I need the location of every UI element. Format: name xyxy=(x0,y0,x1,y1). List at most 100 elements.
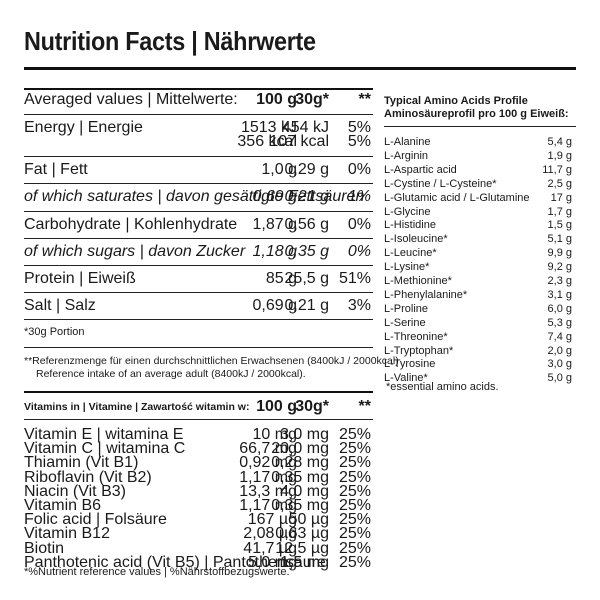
divider xyxy=(24,183,373,184)
list-item: L-Aspartic acid 11,7 g xyxy=(384,164,572,177)
row-value-100g: 0,69 g xyxy=(252,297,297,314)
vitamins-header-row: Vitamins in | Vitamine | Zawartość witam… xyxy=(24,398,373,415)
row-value-100g: 41,7 µg xyxy=(243,539,297,557)
amino-name: L-Threonine* xyxy=(384,330,448,343)
table-row: Panthotenic acid (Vit B5) | Pantothensäu… xyxy=(24,553,373,571)
row-value-ri: 5% xyxy=(347,119,371,136)
amino-value: 7,4 g xyxy=(547,330,572,343)
row-value-30g: 0,35 mg xyxy=(271,468,329,486)
row-label: Thiamin (Vit B1) xyxy=(24,454,139,472)
row-value-30g: 20,0 mg xyxy=(271,440,329,458)
reference-note-en: Reference intake of an average adult (84… xyxy=(36,368,306,380)
row-value-nrv: 25% xyxy=(338,454,371,472)
row-value-100g: 0,92 mg xyxy=(239,454,297,472)
table-row: Thiamin (Vit B1) 0,92 mg 0,28 mg 25% xyxy=(24,454,373,472)
amino-value: 2,3 g xyxy=(547,275,572,287)
row-value-nrv: 25% xyxy=(338,497,371,514)
list-item: L-Tyrosine 3,0 g xyxy=(384,358,572,371)
row-value-30g: 0,56 g xyxy=(284,216,329,233)
amino-name: L-Tyrosine xyxy=(384,358,436,371)
table-row: of which sugars | davon Zucker 1,18 g 0,… xyxy=(24,243,373,260)
table-row: Niacin (Vit B3) 13,3 mg 4,0 mg 25% xyxy=(24,482,373,500)
divider xyxy=(24,88,373,90)
list-item: L-Lysine* 9,2 g xyxy=(384,261,572,274)
row-value-nrv: 25% xyxy=(338,468,371,486)
header-col-30g: 30g* xyxy=(295,91,329,108)
amino-value: 5,0 g xyxy=(547,372,572,385)
row-value-30g: 107 kcal xyxy=(269,133,329,150)
table-row: 356 kcal 107 kcal 5% xyxy=(24,133,373,150)
vitamins-footnote: *%Nutrient reference values | %Nährstoff… xyxy=(24,566,290,578)
divider xyxy=(384,126,576,127)
amino-name: L-Arginin xyxy=(384,149,429,162)
row-label: Vitamin B12 xyxy=(24,525,110,543)
list-item: L-Phenylalanine* 3,1 g xyxy=(384,289,572,302)
table-row: Vitamin B6 1,17 mg 0,35 mg 25% xyxy=(24,497,373,514)
row-value-ri: 51% xyxy=(338,270,371,287)
row-value-ri: 0% xyxy=(347,216,371,233)
amino-name: L-Aspartic acid xyxy=(384,163,457,176)
divider xyxy=(24,156,373,157)
row-value-30g: 0,35 mg xyxy=(271,497,329,514)
row-value-30g: 0,63 µg xyxy=(275,525,329,543)
row-value-100g: 1,18 g xyxy=(252,243,297,260)
row-value-30g: 50 µg xyxy=(288,511,329,529)
amino-name: L-Methionine* xyxy=(384,275,452,287)
row-value-ri: 0% xyxy=(347,243,371,260)
amino-value: 1,9 g xyxy=(547,149,572,162)
amino-value: 5,4 g xyxy=(547,136,572,148)
row-value-30g: 454 kJ xyxy=(281,119,329,136)
row-label: Vitamin C | witamina C xyxy=(24,440,186,458)
table-row: Biotin 41,7 µg 12,5 µg 25% xyxy=(24,539,373,557)
row-label: Fat | Fett xyxy=(24,161,88,178)
list-item: L-Glutamic acid / L-Glutamine 17 g xyxy=(384,192,572,205)
row-value-30g: 4,0 mg xyxy=(280,482,329,500)
row-value-ri: 1% xyxy=(347,188,371,205)
row-label: Carbohydrate | Kohlenhydrate xyxy=(24,216,238,233)
amino-name: L-Alanine xyxy=(384,136,431,148)
amino-value: 5,3 g xyxy=(547,316,572,329)
amino-value: 1,7 g xyxy=(547,205,572,218)
title-divider xyxy=(24,67,576,70)
row-label: of which sugars | davon Zucker xyxy=(24,243,246,260)
row-value-nrv: 25% xyxy=(338,440,371,458)
amino-value: 5,1 g xyxy=(547,233,572,246)
list-item: L-Proline 6,0 g xyxy=(384,303,572,316)
table-row: Vitamin B12 2,08 µg 0,63 µg 25% xyxy=(24,525,373,543)
row-value-30g: 25,5 g xyxy=(284,270,329,287)
list-item: L-Histidine 1,5 g xyxy=(384,219,572,232)
row-label: Vitamin B6 xyxy=(24,497,102,514)
row-value-nrv: 25% xyxy=(338,426,371,443)
header-col-nrv: ** xyxy=(358,398,371,415)
amino-name: L-Lysine* xyxy=(384,261,430,274)
amino-name: L-Glycine xyxy=(384,205,431,218)
divider xyxy=(24,238,373,239)
divider xyxy=(24,265,373,266)
list-item: L-Arginin 1,9 g xyxy=(384,150,572,163)
row-label: Niacin (Vit B3) xyxy=(24,482,126,500)
row-label: Biotin xyxy=(24,539,65,557)
divider xyxy=(24,419,373,420)
row-value-nrv: 25% xyxy=(338,511,371,529)
header-col-100g: 100 g xyxy=(256,91,297,108)
row-value-nrv: 25% xyxy=(338,553,371,571)
amino-name: L-Histidine xyxy=(384,219,436,232)
amino-value: 11,7 g xyxy=(542,163,572,176)
row-value-30g: 1,5 mg xyxy=(280,553,329,571)
table-row: Salt | Salz 0,69 g 0,21 g 3% xyxy=(24,297,373,314)
amino-footnote: *essential amino acids. xyxy=(386,381,499,393)
row-value-100g: 0,69 g xyxy=(252,188,297,205)
table-row: Fat | Fett 1,0 g 0,29 g 0% xyxy=(24,161,373,178)
amino-name: L-Proline xyxy=(384,302,429,315)
row-label: Riboflavin (Vit B2) xyxy=(24,468,152,486)
amino-name: L-Valine* xyxy=(384,372,428,385)
row-value-100g: 167 µg xyxy=(247,511,297,529)
row-label: Energy | Energie xyxy=(24,119,143,136)
row-value-100g: 356 kcal xyxy=(237,133,297,150)
amino-value: 2,0 g xyxy=(547,344,572,357)
list-item: L-Cystine / L-Cysteine* 2,5 g xyxy=(384,178,572,191)
row-value-100g: 5,0 mg xyxy=(248,553,297,571)
amino-name: L-Serine xyxy=(384,316,426,329)
divider xyxy=(24,292,373,293)
row-label: Salt | Salz xyxy=(24,297,96,314)
